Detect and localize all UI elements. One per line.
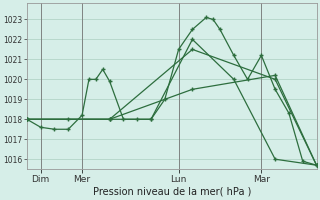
X-axis label: Pression niveau de la mer( hPa ): Pression niveau de la mer( hPa ) <box>92 187 251 197</box>
